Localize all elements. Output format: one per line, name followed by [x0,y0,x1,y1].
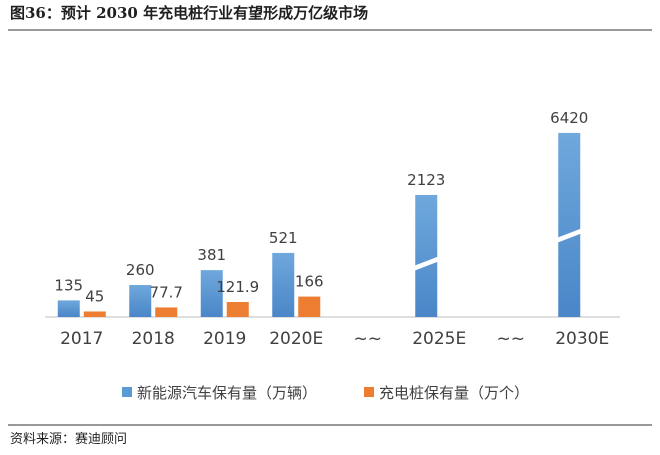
value-label: 121.9 [216,278,259,296]
bar [200,270,223,317]
bar [298,296,321,317]
value-label: 77.7 [150,283,183,301]
bar [155,307,178,317]
axis-break [556,228,583,244]
bar [57,300,80,317]
value-label: 45 [85,287,104,305]
x-tick-label: 2017 [60,329,103,349]
bar [272,252,295,317]
x-tick-label: 2030E [555,329,609,349]
x-tick-label: 2020E [269,329,323,349]
legend-label: 充电桩保有量（万个） [379,384,529,402]
bar [558,132,581,317]
chart-title: 图36：预计 2030 年充电桩行业有望形成万亿级市场 [10,4,368,22]
x-tick-label: 2019 [203,329,246,349]
legend-label: 新能源汽车保有量（万辆） [137,384,317,402]
value-label: 381 [197,246,226,264]
value-label: 135 [54,276,83,294]
axis-break [413,256,440,272]
x-tick-label: 2025E [412,329,466,349]
value-label: 521 [269,229,298,247]
value-label: 166 [295,273,324,291]
x-tick-label: ~~ [497,329,526,349]
x-tick-label: 2018 [132,329,175,349]
x-tick-label: ~~ [354,329,383,349]
value-label: 6420 [550,109,588,127]
legend-swatch [364,387,374,397]
bar [83,311,106,317]
value-label: 260 [126,261,155,279]
bar [415,194,438,317]
bar [129,285,152,317]
legend-swatch [122,387,132,397]
source: 资料来源：赛迪顾问 [10,431,127,447]
bar [226,302,249,317]
value-label: 2123 [407,171,445,189]
